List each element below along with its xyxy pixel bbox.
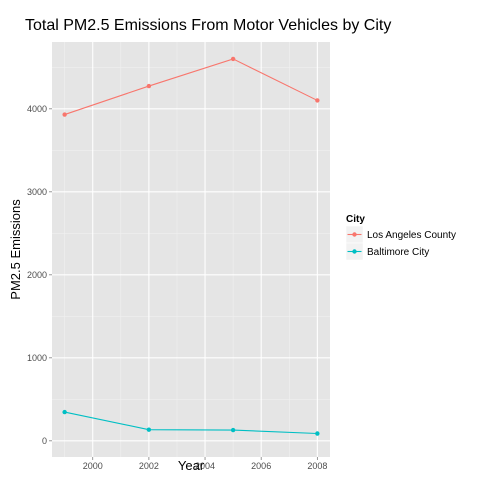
y-tick-label: 3000 — [27, 187, 47, 197]
y-tick-label: 1000 — [27, 353, 47, 363]
series — [62, 56, 320, 117]
legend-key-point — [352, 249, 357, 254]
x-tick-label: 2000 — [83, 461, 103, 471]
x-tick-label: 2002 — [139, 461, 159, 471]
y-axis-label: PM2.5 Emissions — [8, 199, 23, 300]
data-point — [315, 98, 320, 103]
data-point — [230, 427, 236, 433]
data-point — [230, 56, 236, 62]
x-axis: 2000 2002 2004 2006 2008 — [83, 457, 327, 471]
data-point — [146, 427, 152, 432]
plot-panel — [52, 42, 330, 457]
y-axis: 0 1000 2000 3000 4000 — [27, 104, 52, 446]
legend-item: Baltimore City — [345, 242, 429, 261]
grid-lines — [52, 42, 330, 457]
legend-label: Los Angeles County — [367, 230, 456, 241]
x-tick-label: 2004 — [195, 461, 215, 471]
data-point — [62, 409, 67, 415]
x-tick-label: 2006 — [251, 461, 271, 471]
data-point — [315, 431, 320, 436]
y-tick-label: 4000 — [27, 104, 47, 114]
series-line — [64, 411, 318, 435]
data-point — [62, 112, 67, 117]
series-line — [64, 58, 318, 116]
data-point — [146, 83, 152, 89]
x-axis-label: Year — [178, 458, 205, 473]
legend: City Los Angeles County Baltimore City — [345, 214, 456, 261]
legend-label: Baltimore City — [367, 247, 429, 258]
series — [62, 409, 320, 436]
y-tick-label: 2000 — [27, 270, 47, 280]
legend-items: Los Angeles County Baltimore City — [345, 225, 456, 261]
series-layer — [62, 56, 320, 436]
chart-title: Total PM2.5 Emissions From Motor Vehicle… — [25, 17, 391, 34]
legend-item: Los Angeles County — [345, 225, 456, 244]
legend-key-point — [352, 232, 357, 237]
legend-title: City — [346, 214, 365, 225]
x-tick-label: 2008 — [307, 461, 327, 471]
y-tick-label: 0 — [42, 436, 47, 446]
